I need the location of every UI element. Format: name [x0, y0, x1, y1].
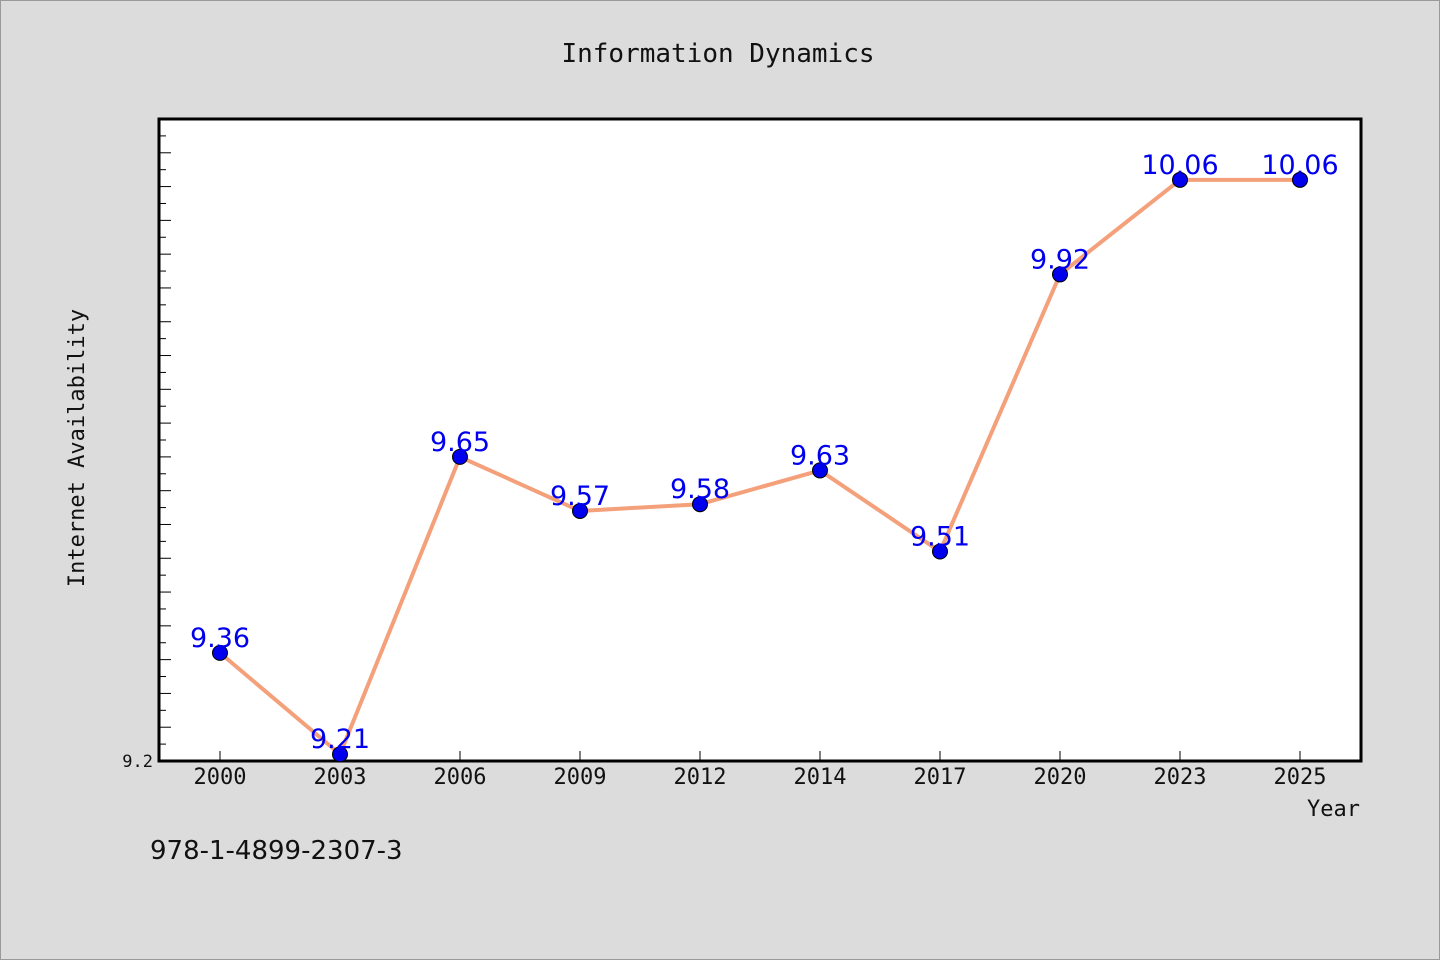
data-point	[332, 746, 348, 763]
data-label: 9.63	[790, 440, 850, 471]
data-label: 10.06	[1141, 150, 1218, 181]
y-tick-label: 9.2	[122, 752, 153, 772]
data-point	[1052, 266, 1068, 283]
chart-title: Information Dynamics	[561, 39, 874, 69]
x-tick-label: 2020	[1034, 765, 1087, 790]
x-tick-label: 2014	[794, 765, 847, 790]
x-tick-label: 2025	[1274, 765, 1327, 790]
data-label: 9.58	[670, 474, 730, 505]
data-label: 10.06	[1261, 150, 1338, 181]
data-label: 9.65	[430, 427, 490, 458]
x-tick-label: 2006	[434, 765, 487, 790]
x-tick-label: 2023	[1154, 765, 1207, 790]
x-tick-label: 2003	[314, 765, 367, 790]
data-point	[1172, 171, 1188, 188]
y-axis-ticks: 9.2	[122, 135, 171, 772]
data-point	[1292, 171, 1308, 188]
data-label: 9.51	[910, 522, 970, 553]
data-point	[812, 462, 828, 479]
x-tick-label: 2000	[194, 765, 247, 790]
data-point	[452, 448, 468, 465]
data-point	[692, 496, 708, 513]
data-label: 9.36	[190, 623, 250, 654]
series-layer: 9.36 9.21 9.65 9.57 9.58 9.63 9.51 9.92 10.06 10.…	[190, 150, 1339, 763]
y-axis-label: Internet Availability	[65, 309, 90, 587]
x-axis-label: Year	[1307, 797, 1360, 822]
data-point	[572, 502, 588, 519]
x-tick-label: 2009	[554, 765, 607, 790]
x-tick-label: 2012	[674, 765, 727, 790]
data-point	[932, 543, 948, 560]
data-label: 9.92	[1030, 244, 1090, 275]
x-tick-label: 2017	[914, 765, 967, 790]
data-point	[212, 644, 228, 661]
plot-area	[157, 117, 1363, 763]
isbn-code: 978-1-4899-2307-3	[150, 836, 403, 866]
series-line	[218, 177, 1300, 757]
x-axis-ticks: 2000 2003 2006 2009 2012 2014 2017 2020 2023 2025	[194, 751, 1327, 790]
data-label: 9.21	[310, 724, 370, 755]
data-label: 9.57	[550, 481, 610, 512]
